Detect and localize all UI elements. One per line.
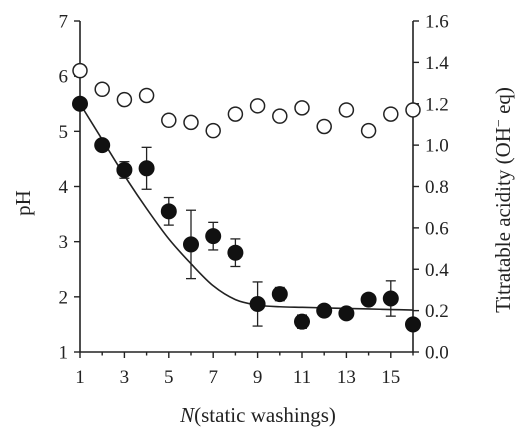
y-right-tick-label: 1.0 <box>425 136 449 157</box>
x-tick-label: 1 <box>75 367 85 388</box>
x-axis-title-rest: (static washings) <box>194 403 336 427</box>
x-tick-label: 9 <box>253 367 263 388</box>
open-circle-point <box>360 122 377 139</box>
filled-circle-point <box>205 228 222 245</box>
open-circle-point <box>94 81 110 98</box>
label-layer: 1 3 5 7 9 11 13 1512345670.00.20.40.60.81.01.21… <box>59 12 450 389</box>
y-right-tick-label: 0.0 <box>425 343 449 364</box>
fit-curve <box>79 103 414 311</box>
x-tick-label: 5 <box>164 367 174 388</box>
y-left-tick-label: 6 <box>59 67 69 88</box>
marker-layer <box>72 62 421 333</box>
x-tick-label: 7 <box>208 367 218 388</box>
filled-circle-point <box>316 302 333 319</box>
filled-circle-point <box>271 286 288 303</box>
filled-circle-point <box>294 313 310 330</box>
y-right-tick-label: 1.6 <box>425 12 449 33</box>
y-right-tick-label: 0.8 <box>425 177 449 198</box>
x-tick-label: 15 <box>381 367 400 388</box>
open-circle-point <box>316 118 332 135</box>
y-left-tick-label: 7 <box>59 12 69 33</box>
y-left-tick-label: 5 <box>59 122 69 143</box>
x-axis-title: N(static washings) <box>179 403 336 427</box>
filled-circle-point <box>138 160 155 177</box>
fit-curve-layer <box>79 103 414 311</box>
open-circle-point <box>249 98 266 114</box>
open-circle-point <box>383 106 399 122</box>
open-circle-point <box>227 106 244 122</box>
y-left-tick-label: 3 <box>59 232 69 253</box>
filled-circle-point <box>160 203 177 220</box>
y-left-axis-title: pH <box>11 190 35 216</box>
open-circle-point <box>272 108 288 124</box>
open-circle-point <box>294 100 310 116</box>
y-right-tick-label: 0.4 <box>425 260 449 281</box>
y-left-tick-label: 2 <box>59 287 69 308</box>
y-left-tick-label: 4 <box>59 177 69 198</box>
filled-circle-point <box>249 296 266 313</box>
x-tick-label: 13 <box>337 367 356 388</box>
y-right-tick-label: 0.2 <box>425 301 449 322</box>
open-circle-point <box>205 122 221 139</box>
y-right-axis-title-tail: eq) <box>491 87 515 119</box>
x-tick-label: 3 <box>120 367 130 388</box>
filled-circle-point <box>72 95 88 112</box>
open-circle-point <box>183 114 199 131</box>
filled-circle-point <box>360 291 377 308</box>
open-circle-point <box>72 62 88 79</box>
filled-circle-point <box>338 305 355 322</box>
open-circle-point <box>161 112 177 129</box>
filled-circle-point <box>116 161 133 178</box>
y-right-axis-title-sup: − <box>492 119 507 127</box>
filled-circle-point <box>227 244 244 261</box>
y-right-tick-label: 0.6 <box>425 218 449 239</box>
open-circle-point <box>405 102 421 118</box>
filled-circle-point <box>183 236 199 253</box>
open-circle-point <box>116 91 133 108</box>
y-right-axis-title: Titratable acidity (OH− eq) <box>491 87 515 313</box>
filled-circle-point <box>382 290 399 307</box>
x-axis-title-italic: N <box>179 403 195 427</box>
y-left-tick-label: 1 <box>59 343 69 364</box>
x-tick-label: 11 <box>293 367 311 388</box>
open-circle-point <box>138 87 155 104</box>
open-circle-point <box>338 102 355 118</box>
filled-circle-point <box>94 137 111 154</box>
y-right-tick-label: 1.2 <box>425 94 449 115</box>
y-right-tick-label: 1.4 <box>425 53 449 74</box>
filled-circle-point <box>405 316 421 333</box>
y-right-axis-title-main: Titratable acidity (OH <box>491 127 515 313</box>
